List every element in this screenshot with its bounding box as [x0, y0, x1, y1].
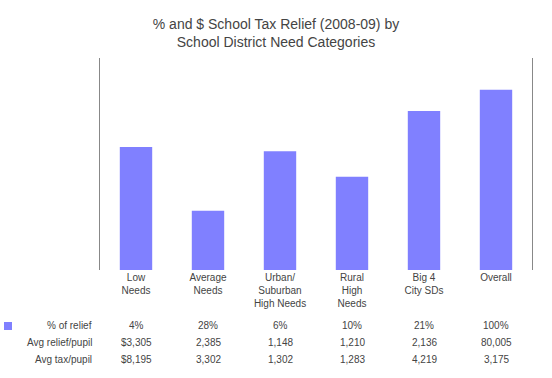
svg-text:1,283: 1,283	[340, 354, 365, 365]
svg-text:3,175: 3,175	[484, 354, 509, 365]
svg-text:Overall: Overall	[480, 272, 512, 283]
svg-text:80,005: 80,005	[481, 337, 512, 348]
svg-text:% and $ School Tax Relief (200: % and $ School Tax Relief (2008-09) bySc…	[153, 16, 399, 50]
svg-text:Big 4City SDs: Big 4City SDs	[405, 272, 444, 296]
svg-text:2,136: 2,136	[412, 337, 437, 348]
svg-text:Avg relief/pupil: Avg relief/pupil	[27, 337, 92, 348]
svg-text:3,302: 3,302	[196, 354, 221, 365]
svg-text:1,148: 1,148	[268, 337, 293, 348]
svg-text:10%: 10%	[342, 320, 362, 331]
svg-text:AverageNeeds: AverageNeeds	[189, 272, 227, 296]
svg-text:4,219: 4,219	[412, 354, 437, 365]
svg-text:$3,305: $3,305	[121, 337, 152, 348]
svg-text:21%: 21%	[414, 320, 434, 331]
svg-text:$8,195: $8,195	[121, 354, 152, 365]
svg-text:4%: 4%	[129, 320, 144, 331]
svg-text:6%: 6%	[273, 320, 288, 331]
svg-text:Avg tax/pupil: Avg tax/pupil	[35, 354, 92, 365]
svg-text:1,210: 1,210	[340, 337, 365, 348]
svg-text:2,385: 2,385	[196, 337, 221, 348]
svg-text:Urban/SuburbanHigh Needs: Urban/SuburbanHigh Needs	[254, 272, 306, 309]
svg-text:RuralHighNeeds: RuralHighNeeds	[338, 272, 367, 309]
svg-text:1,302: 1,302	[268, 354, 293, 365]
svg-text:% of relief: % of relief	[47, 320, 92, 331]
svg-text:28%: 28%	[198, 320, 218, 331]
svg-text:100%: 100%	[483, 320, 509, 331]
svg-text:LowNeeds: LowNeeds	[122, 272, 151, 296]
